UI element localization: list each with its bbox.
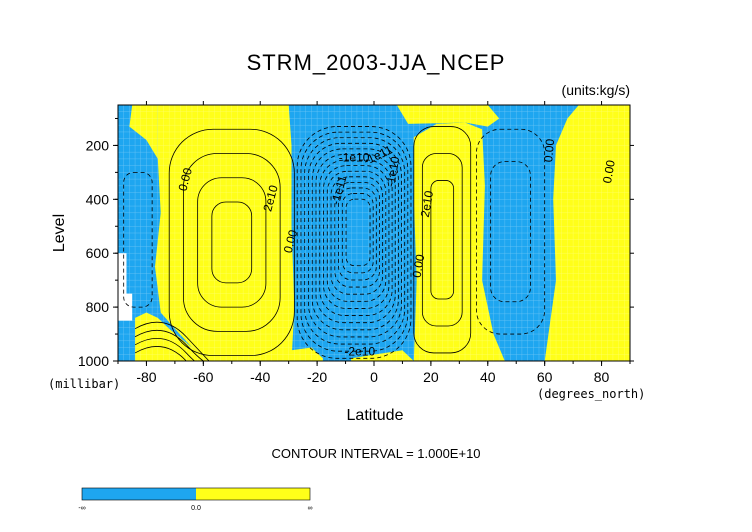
x-tick-label: 80	[594, 369, 610, 385]
contour-line-positive	[197, 177, 267, 308]
contour-value-label: -1e10	[383, 155, 402, 188]
y-tick-label: 600	[86, 245, 110, 261]
contour-line-negative	[323, 165, 390, 309]
contour-line-positive	[413, 126, 472, 354]
x-tick-label: 20	[423, 369, 439, 385]
y-axis: 200 400 600 800 1000	[78, 117, 634, 369]
x-tick-label: 40	[480, 369, 496, 385]
contour-value-label: 0.00	[541, 138, 557, 163]
y-axis-units: (millibar)	[48, 377, 120, 391]
contour-line-positive	[134, 329, 210, 361]
contour-line-negative	[296, 126, 412, 359]
contour-line-positive	[134, 337, 210, 361]
x-tick-label: -40	[250, 369, 270, 385]
x-axis-label: Latitude	[347, 407, 404, 424]
missing-data-patch	[118, 253, 133, 321]
contour-value-label: 0.00	[175, 166, 195, 192]
x-axis: -80 -60 -40 -20 0 20 40 60 80	[117, 101, 631, 385]
contour-line-negative	[300, 131, 409, 352]
colorbar-positive-swatch	[196, 488, 310, 500]
chart-title: STRM_2003-JJA_NCEP	[247, 50, 506, 75]
colorbar: -∞ 0.0 ∞	[78, 487, 313, 512]
positive-region-arctic	[544, 105, 630, 361]
y-tick-label: 400	[86, 191, 110, 207]
x-tick-label: -20	[307, 369, 327, 385]
y-tick-label: 800	[86, 299, 110, 315]
colorbar-frame	[81, 487, 311, 501]
contour-line-positive	[430, 180, 455, 300]
contour-line-negative	[338, 187, 377, 281]
x-tick-label: 0	[370, 369, 378, 385]
contour-value-label: 2e10	[260, 183, 281, 213]
contour-value-label: -1e10	[339, 151, 370, 165]
contour-line-negative	[330, 176, 384, 295]
colorbar-negative-swatch	[82, 488, 196, 500]
contour-line-negative	[326, 170, 387, 302]
contour-value-label: 0.00	[409, 253, 427, 279]
contour-line-negative	[345, 198, 371, 267]
contour-line-negative	[311, 148, 399, 331]
contour-line-negative	[341, 193, 374, 274]
plot-area: 0.002e100.00-1e11-1e10-1e11-1e102e100.00…	[118, 105, 630, 361]
positive-region-north	[413, 122, 505, 361]
positive-region-north-top	[396, 105, 500, 127]
contour-line-positive	[421, 153, 463, 327]
colorbar-label-mid: 0.0	[191, 505, 201, 512]
positive-region-south	[155, 105, 295, 361]
y-tick-label: 1000	[78, 353, 109, 369]
contour-value-label: 0.00	[281, 228, 301, 254]
contour-line-negative	[319, 159, 393, 316]
contour-line-positive	[183, 153, 281, 332]
colorbar-label-min: -∞	[78, 505, 85, 512]
x-tick-label: 60	[537, 369, 553, 385]
positive-region-south-upper	[129, 105, 158, 159]
x-tick-label: -60	[193, 369, 213, 385]
contour-line-positive	[168, 128, 295, 357]
y-tick-label: 200	[86, 137, 110, 153]
contour-value-label: 0.00	[600, 159, 618, 185]
contour-line-positive	[211, 201, 253, 284]
contour-line-negative	[304, 137, 406, 345]
contour-line-positive	[134, 321, 210, 361]
units-label: (units:kg/s)	[562, 82, 630, 98]
contour-interval-text: CONTOUR INTERVAL = 1.000E+10	[271, 446, 480, 461]
positive-region-sh-surface	[291, 347, 323, 361]
x-tick-label: -80	[136, 369, 156, 385]
colorbar-label-max: ∞	[308, 505, 313, 512]
contour-line-negative	[308, 142, 402, 338]
contour-line-positive	[134, 346, 210, 361]
contour-line-negative	[334, 181, 380, 288]
contour-value-label: -2e10	[344, 345, 375, 359]
contour-value-label: 2e10	[418, 189, 436, 218]
contour-line-negative	[475, 128, 546, 335]
y-axis-label: Level	[51, 214, 68, 252]
x-axis-units: (degrees_north)	[537, 387, 645, 401]
